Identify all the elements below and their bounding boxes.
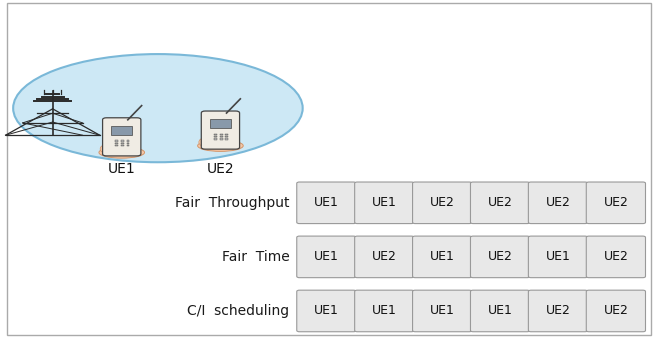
Bar [220, 134, 222, 135]
Text: UE1: UE1 [372, 196, 397, 209]
FancyBboxPatch shape [470, 236, 530, 278]
Bar [115, 145, 118, 146]
Text: C/I  scheduling: C/I scheduling [188, 304, 290, 318]
FancyBboxPatch shape [586, 290, 645, 332]
Text: UE1: UE1 [430, 250, 455, 263]
Text: UE1: UE1 [372, 305, 397, 317]
FancyBboxPatch shape [413, 236, 472, 278]
Bar [115, 143, 118, 144]
Ellipse shape [100, 145, 110, 153]
Bar [121, 141, 124, 142]
Bar [214, 138, 217, 140]
Text: Fair  Throughput: Fair Throughput [175, 196, 290, 210]
FancyBboxPatch shape [528, 290, 588, 332]
Text: UE2: UE2 [545, 305, 570, 317]
Bar [121, 143, 124, 144]
Bar [214, 134, 217, 135]
Bar [111, 126, 132, 135]
FancyBboxPatch shape [297, 236, 356, 278]
Text: UE2: UE2 [603, 250, 628, 263]
Ellipse shape [199, 138, 209, 146]
Text: UE1: UE1 [314, 305, 339, 317]
Text: UE1: UE1 [108, 162, 136, 176]
FancyBboxPatch shape [470, 290, 530, 332]
Bar [220, 136, 222, 137]
Bar [115, 141, 118, 142]
Bar [225, 134, 228, 135]
FancyBboxPatch shape [201, 111, 240, 149]
Text: UE2: UE2 [603, 305, 628, 317]
FancyBboxPatch shape [586, 182, 645, 224]
Text: UE2: UE2 [372, 250, 397, 263]
Bar [220, 138, 222, 140]
Text: UE2: UE2 [430, 196, 455, 209]
Text: UE2: UE2 [545, 196, 570, 209]
FancyBboxPatch shape [528, 182, 588, 224]
Bar [214, 136, 217, 137]
Bar [210, 119, 231, 128]
FancyBboxPatch shape [355, 290, 414, 332]
Text: UE2: UE2 [488, 196, 513, 209]
FancyBboxPatch shape [355, 236, 414, 278]
Ellipse shape [13, 54, 303, 162]
Text: UE2: UE2 [488, 250, 513, 263]
Bar [126, 145, 130, 146]
Bar [126, 141, 130, 142]
Bar [225, 138, 228, 140]
Text: UE1: UE1 [430, 305, 455, 317]
FancyBboxPatch shape [413, 290, 472, 332]
Text: UE1: UE1 [488, 305, 513, 317]
Bar [225, 136, 228, 137]
FancyBboxPatch shape [297, 182, 356, 224]
Text: UE1: UE1 [545, 250, 570, 263]
Ellipse shape [99, 147, 145, 158]
FancyBboxPatch shape [413, 182, 472, 224]
Text: UE2: UE2 [207, 162, 234, 176]
FancyBboxPatch shape [355, 182, 414, 224]
FancyBboxPatch shape [103, 118, 141, 156]
Text: UE1: UE1 [314, 250, 339, 263]
FancyBboxPatch shape [528, 236, 588, 278]
Ellipse shape [197, 140, 243, 151]
FancyBboxPatch shape [586, 236, 645, 278]
FancyBboxPatch shape [470, 182, 530, 224]
FancyBboxPatch shape [297, 290, 356, 332]
Bar [126, 143, 130, 144]
Text: UE2: UE2 [603, 196, 628, 209]
Bar [121, 145, 124, 146]
Text: UE1: UE1 [314, 196, 339, 209]
Text: Fair  Time: Fair Time [222, 250, 290, 264]
